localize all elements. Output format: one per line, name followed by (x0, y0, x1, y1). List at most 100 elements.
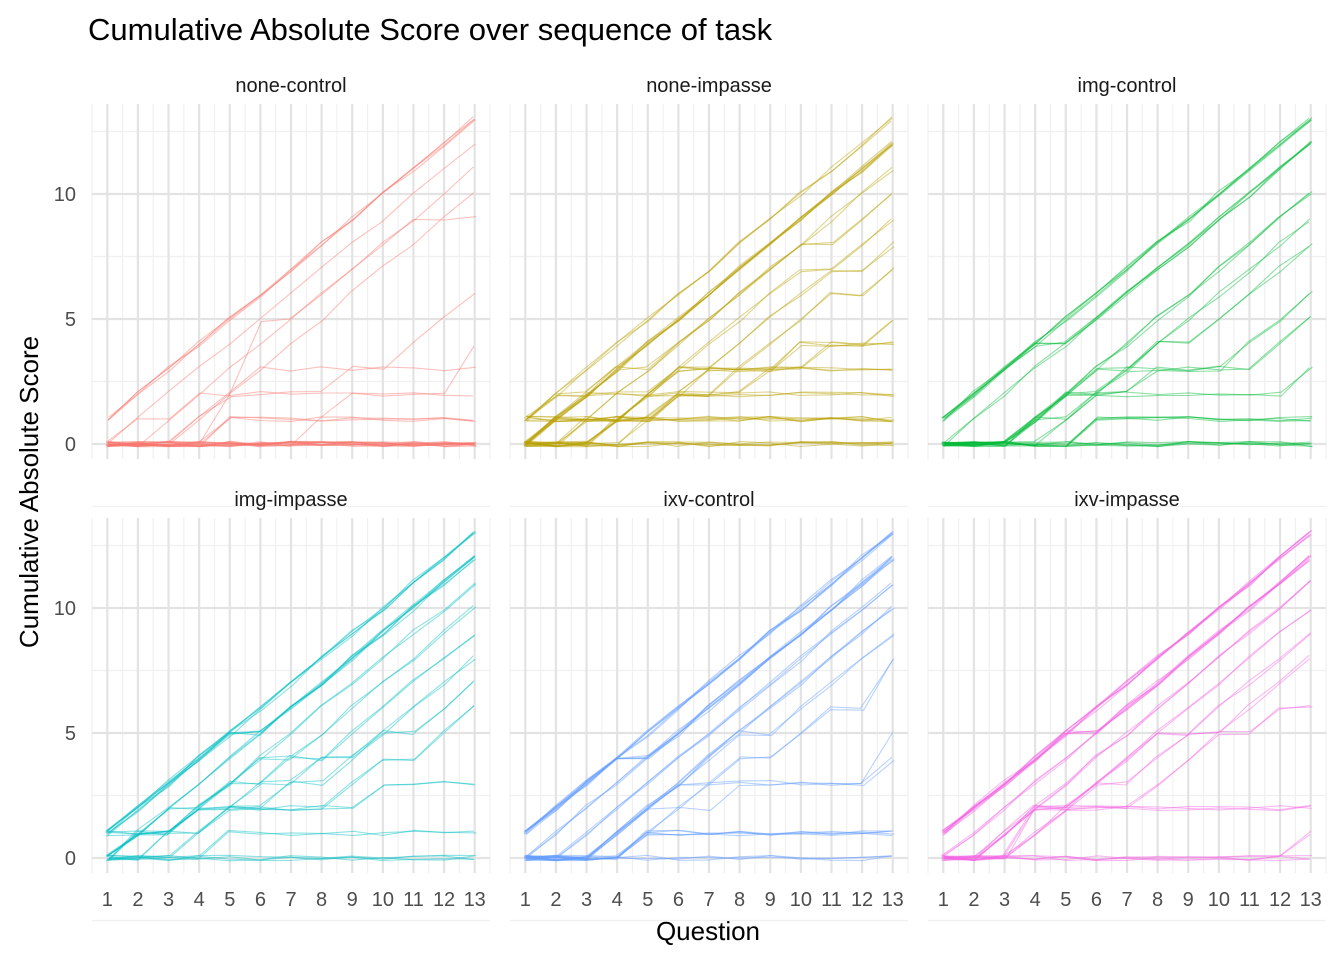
series-line (526, 142, 892, 444)
series-line (107, 441, 476, 448)
series-line (105, 681, 474, 857)
series-line (942, 440, 1310, 448)
series-line (106, 440, 477, 448)
series-line (524, 855, 892, 862)
series-line (525, 440, 894, 448)
series-line (106, 658, 476, 862)
series-line (109, 416, 476, 447)
facet-panel-none-impasse: none-impasse (509, 75, 909, 508)
y-tick-label: 10 (54, 598, 76, 620)
series-line (523, 269, 893, 448)
series-line (524, 392, 895, 443)
series-line (107, 166, 474, 447)
series-line (943, 142, 1312, 444)
series-line (941, 554, 1310, 857)
series-line (943, 855, 1311, 862)
x-tick-label: 13 (882, 889, 904, 911)
facet-strip-label: img-control (1078, 75, 1177, 97)
series-line (943, 534, 1310, 834)
series-line (107, 830, 477, 861)
series-lines (523, 116, 895, 448)
series-line (525, 341, 893, 446)
series-line (942, 805, 1312, 860)
x-tick-labels: 1 2 3 4 5 6 7 8 9 10 11 12 13 (520, 889, 904, 911)
x-tick-labels: 1 2 3 4 5 6 7 8 9 10 11 12 13 (938, 889, 1322, 911)
x-tick-label: 10 (1208, 889, 1230, 911)
series-line (107, 559, 474, 833)
y-tick-label: 5 (65, 309, 76, 331)
major-gridlines (92, 104, 490, 459)
series-line (941, 706, 1313, 860)
x-tick-label: 9 (1183, 889, 1194, 911)
series-line (524, 117, 893, 422)
series-line (105, 556, 476, 834)
major-gridlines (510, 518, 908, 873)
y-tick-label: 0 (65, 848, 76, 870)
series-line (105, 441, 477, 447)
series-line (525, 341, 894, 445)
series-line (942, 221, 1310, 448)
x-tick-label: 13 (1300, 889, 1322, 911)
x-tick-label: 9 (765, 889, 776, 911)
x-tick-label: 2 (550, 889, 561, 911)
series-line (526, 606, 892, 860)
series-line (942, 440, 1313, 447)
series-line (526, 120, 892, 422)
series-line (525, 532, 894, 832)
series-line (107, 440, 477, 448)
series-line (525, 415, 894, 423)
series-line (941, 833, 1311, 862)
series-line (106, 634, 476, 857)
facet-panel-none-control: none-control 0 5 10 (54, 75, 491, 508)
series-line (944, 416, 1313, 446)
major-gridlines (92, 518, 490, 873)
series-line (524, 246, 895, 448)
series-line (526, 584, 893, 862)
series-line (941, 293, 1310, 446)
series-line (943, 120, 1312, 420)
series-line (526, 854, 893, 862)
x-tick-label: 2 (968, 889, 979, 911)
series-line (523, 141, 894, 419)
series-line (942, 532, 1310, 834)
series-line (108, 854, 477, 862)
series-line (106, 781, 476, 861)
series-line (105, 780, 474, 862)
series-line (108, 440, 476, 447)
series-line (108, 119, 476, 418)
x-tick-label: 7 (285, 889, 296, 911)
x-tick-labels: 1 2 3 4 5 6 7 8 9 10 11 12 13 (102, 889, 486, 911)
y-tick-label: 5 (65, 723, 76, 745)
series-lines (105, 530, 477, 862)
series-line (941, 117, 1310, 419)
x-tick-label: 8 (316, 889, 327, 911)
series-line (107, 292, 476, 446)
series-line (944, 245, 1310, 447)
series-line (108, 345, 475, 448)
series-line (107, 441, 477, 448)
series-line (944, 440, 1312, 447)
series-line (941, 560, 1310, 832)
series-line (106, 655, 474, 860)
series-line (105, 583, 477, 836)
series-line (106, 441, 474, 447)
series-line (106, 532, 474, 832)
major-gridlines (928, 518, 1326, 873)
series-line (943, 191, 1313, 447)
series-line (108, 416, 474, 448)
series-line (106, 635, 475, 857)
series-line (525, 241, 895, 445)
x-tick-label: 5 (642, 889, 653, 911)
series-line (944, 632, 1312, 862)
series-line (526, 416, 895, 423)
series-line (944, 118, 1312, 419)
series-line (944, 440, 1311, 448)
series-line (524, 607, 895, 861)
series-line (107, 854, 474, 862)
series-line (525, 441, 892, 448)
x-tick-label: 12 (851, 889, 873, 911)
series-lines (523, 530, 895, 862)
series-line (943, 654, 1310, 862)
series-line (524, 633, 895, 860)
